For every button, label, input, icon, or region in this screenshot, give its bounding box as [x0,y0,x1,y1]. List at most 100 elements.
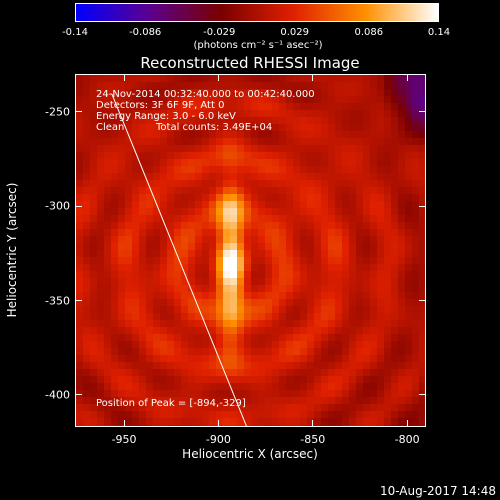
heatmap-cell [279,180,286,187]
heatmap-cell [174,180,181,187]
heatmap-cell [223,152,230,159]
heatmap-cell [412,257,419,264]
heatmap-cell [370,425,377,426]
heatmap-cell [125,201,132,208]
heatmap-cell [244,390,251,397]
heatmap-cell [83,320,90,327]
heatmap-cell [272,124,279,131]
heatmap-cell [209,334,216,341]
heatmap-cell [97,215,104,222]
heatmap-cell [384,411,391,418]
heatmap-cell [237,138,244,145]
heatmap-cell [398,75,405,82]
heatmap-cell [153,229,160,236]
heatmap-cell [391,341,398,348]
heatmap-cell [139,250,146,257]
heatmap-cell [328,180,335,187]
heatmap-cell [272,313,279,320]
y-tick-mark [419,394,425,396]
heatmap-cell [300,201,307,208]
heatmap-cell [132,327,139,334]
heatmap-cell [321,390,328,397]
heatmap-cell [412,131,419,138]
heatmap-cell [370,404,377,411]
heatmap-cell [377,152,384,159]
heatmap-cell [97,194,104,201]
heatmap-cell [265,425,272,426]
heatmap-cell [160,152,167,159]
heatmap-cell [349,250,356,257]
heatmap-cell [160,180,167,187]
heatmap-cell [90,425,97,426]
heatmap-cell [307,292,314,299]
heatmap-cell [293,124,300,131]
heatmap-cell [328,348,335,355]
heatmap-cell [391,75,398,82]
heatmap-cell [391,152,398,159]
heatmap-cell [293,320,300,327]
heatmap-cell [335,243,342,250]
heatmap-cell [188,418,195,425]
heatmap-cell [223,390,230,397]
heatmap-cell [132,334,139,341]
heatmap-cell [118,173,125,180]
heatmap-cell [391,278,398,285]
heatmap-cell [398,194,405,201]
heatmap-cell [83,194,90,201]
heatmap-cell [391,229,398,236]
heatmap-cell [125,383,132,390]
heatmap-cell [90,264,97,271]
heatmap-cell [419,383,425,390]
heatmap-cell [202,327,209,334]
heatmap-cell [195,166,202,173]
heatmap-cell [167,250,174,257]
heatmap-cell [314,243,321,250]
heatmap-cell [258,299,265,306]
heatmap-cell [118,201,125,208]
heatmap-cell [237,383,244,390]
heatmap-cell [146,285,153,292]
heatmap-cell [76,173,83,180]
heatmap-cell [90,404,97,411]
heatmap-cell [153,271,160,278]
heatmap-cell [76,75,83,82]
heatmap-cell [349,124,356,131]
heatmap-cell [342,250,349,257]
heatmap-cell [237,173,244,180]
heatmap-cell [377,222,384,229]
heatmap-cell [349,187,356,194]
heatmap-cell [195,348,202,355]
heatmap-cell [188,180,195,187]
heatmap-cell [405,369,412,376]
heatmap-cell [293,110,300,117]
x-tick-label: -800 [394,433,420,446]
heatmap-cell [90,187,97,194]
heatmap-cell [286,222,293,229]
heatmap-cell [153,355,160,362]
heatmap-cell [265,306,272,313]
heatmap-cell [384,166,391,173]
heatmap-cell [300,138,307,145]
heatmap-cell [419,306,425,313]
heatmap-cell [272,425,279,426]
heatmap-cell [265,110,272,117]
heatmap-cell [97,404,104,411]
heatmap-cell [363,89,370,96]
heatmap-cell [377,334,384,341]
heatmap-cell [76,355,83,362]
heatmap-cell [258,327,265,334]
heatmap-cell [363,145,370,152]
heatmap-cell [419,117,425,124]
heatmap-cell [391,306,398,313]
heatmap-cell [237,89,244,96]
heatmap-cell [356,299,363,306]
heatmap-cell [335,117,342,124]
heatmap-cell [307,89,314,96]
heatmap-cell [363,306,370,313]
heatmap-cell [125,117,132,124]
heatmap-cell [83,187,90,194]
heatmap-cell [111,145,118,152]
heatmap-cell [342,124,349,131]
heatmap-cell [188,166,195,173]
heatmap-cell [188,82,195,89]
